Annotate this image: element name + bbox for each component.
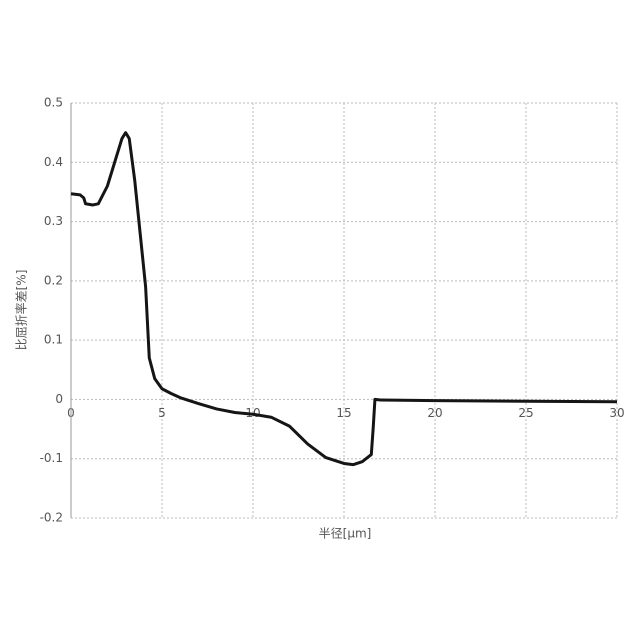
x-tick-label: 5 — [158, 406, 166, 420]
x-tick-label: 20 — [427, 406, 442, 420]
background — [0, 0, 640, 640]
chart: 半径[μm] 比屈折率差[%] -0.2 -0.1 0 0.1 0.2 0.3 0.4 0.5… — [0, 0, 640, 640]
x-tick-label: 25 — [518, 406, 533, 420]
page: 半径[μm] 比屈折率差[%] -0.2 -0.1 0 0.1 0.2 0.3 0.4 0.5… — [0, 0, 640, 640]
y-tick-label: 0 — [55, 392, 63, 406]
y-tick-label: 0.5 — [44, 96, 63, 110]
x-axis-label: 半径[μm] — [319, 527, 372, 541]
y-tick-label: 0.1 — [44, 333, 63, 347]
y-tick-label: -0.2 — [40, 511, 63, 525]
y-tick-label: 0.4 — [44, 155, 63, 169]
x-tick-label: 15 — [336, 406, 351, 420]
y-tick-label: 0.2 — [44, 273, 63, 287]
y-axis-label: 比屈折率差[%] — [14, 270, 29, 351]
y-tick-label: -0.1 — [40, 451, 63, 465]
x-tick-label: 30 — [609, 406, 624, 420]
y-tick-label: 0.3 — [44, 214, 63, 228]
